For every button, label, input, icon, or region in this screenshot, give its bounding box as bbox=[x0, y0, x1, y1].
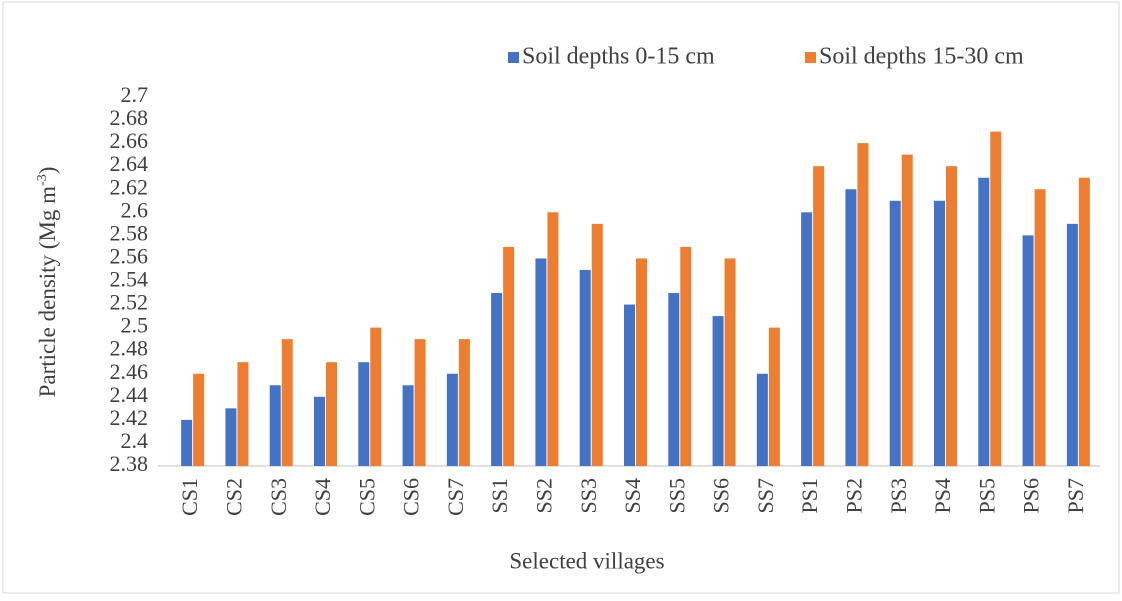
bar bbox=[281, 339, 293, 466]
bar bbox=[491, 293, 503, 466]
x-tick-label: PS4 bbox=[930, 478, 955, 513]
y-tick-label: 2.54 bbox=[110, 267, 149, 292]
bar bbox=[1034, 189, 1046, 466]
bar bbox=[801, 212, 813, 466]
bar bbox=[668, 293, 680, 466]
bar bbox=[402, 385, 414, 466]
x-tick-label: PS2 bbox=[841, 478, 866, 513]
y-axis-title: Particle density (Mg m-3) bbox=[35, 167, 61, 398]
x-tick-label: SS1 bbox=[487, 478, 512, 513]
bar bbox=[946, 166, 957, 466]
x-tick-label: SS3 bbox=[576, 478, 601, 513]
x-tick-label: CS4 bbox=[310, 478, 335, 516]
y-axis-title-end: ) bbox=[35, 167, 60, 175]
bar bbox=[768, 327, 780, 466]
y-tick-label: 2.46 bbox=[110, 359, 149, 384]
bar bbox=[624, 304, 635, 466]
x-tick-label: SS4 bbox=[620, 478, 645, 513]
bar bbox=[845, 189, 857, 466]
bar bbox=[636, 258, 647, 466]
x-tick-label: CS6 bbox=[399, 478, 424, 516]
bar bbox=[535, 258, 547, 466]
y-tick-label: 2.56 bbox=[110, 243, 149, 268]
x-tick-label: PS7 bbox=[1063, 478, 1088, 513]
x-tick-label: CS7 bbox=[443, 478, 468, 516]
bar bbox=[193, 373, 205, 466]
bar bbox=[901, 154, 913, 466]
bar bbox=[1022, 235, 1034, 466]
y-tick-label: 2.42 bbox=[110, 405, 149, 430]
legend-label: Soil depths 0-15 cm bbox=[522, 44, 715, 70]
bar bbox=[326, 362, 337, 466]
bar bbox=[978, 177, 990, 466]
bar bbox=[370, 327, 382, 466]
x-tick-label: CS1 bbox=[177, 478, 202, 516]
y-tick-label: 2.6 bbox=[121, 197, 149, 222]
y-tick-label: 2.44 bbox=[110, 382, 149, 407]
bar bbox=[990, 131, 1002, 466]
bar bbox=[237, 362, 249, 466]
y-tick-label: 2.4 bbox=[121, 428, 149, 453]
bar bbox=[712, 316, 724, 466]
bar bbox=[756, 373, 768, 466]
x-tick-label: CS3 bbox=[266, 478, 291, 516]
x-tick-label: SS5 bbox=[664, 478, 689, 513]
x-axis-title: Selected villages bbox=[509, 548, 664, 573]
x-tick-label: PS3 bbox=[886, 478, 911, 513]
bar bbox=[680, 246, 692, 466]
bar bbox=[446, 373, 458, 466]
legend-swatch bbox=[805, 52, 816, 63]
y-tick-label: 2.62 bbox=[110, 174, 149, 199]
bar bbox=[1078, 177, 1090, 466]
x-tick-label: PS1 bbox=[797, 478, 822, 513]
x-tick-label: CS2 bbox=[221, 478, 246, 516]
bar bbox=[579, 269, 591, 466]
y-tick-label: 2.66 bbox=[110, 128, 149, 153]
legend-swatch bbox=[508, 52, 519, 63]
bar bbox=[458, 339, 470, 466]
legend-label: Soil depths 15-30 cm bbox=[819, 44, 1024, 70]
y-axis-title-sup: -3 bbox=[35, 174, 50, 186]
y-tick-label: 2.68 bbox=[110, 105, 149, 130]
bar bbox=[358, 362, 370, 466]
bar bbox=[813, 166, 825, 466]
x-tick-label: SS6 bbox=[709, 478, 734, 513]
y-tick-label: 2.64 bbox=[110, 151, 149, 176]
bar bbox=[414, 339, 426, 466]
x-tick-label: PS6 bbox=[1019, 478, 1044, 513]
y-tick-label: 2.48 bbox=[110, 336, 149, 361]
y-tick-label: 2.58 bbox=[110, 220, 149, 245]
bar bbox=[225, 408, 237, 466]
y-tick-label: 2.7 bbox=[121, 82, 149, 107]
bar bbox=[269, 385, 281, 466]
y-axis-title-main: Particle density (Mg m bbox=[35, 186, 60, 398]
y-tick-label: 2.52 bbox=[110, 290, 149, 315]
bar bbox=[934, 200, 945, 466]
bar bbox=[314, 396, 325, 466]
x-tick-label: SS2 bbox=[531, 478, 556, 513]
bar bbox=[724, 258, 736, 466]
y-tick-label: 2.38 bbox=[110, 451, 149, 476]
bar bbox=[503, 246, 515, 466]
x-tick-label: PS5 bbox=[974, 478, 999, 513]
y-tick-label: 2.5 bbox=[121, 313, 149, 338]
x-tick-label: SS7 bbox=[753, 478, 778, 513]
bar bbox=[181, 419, 193, 466]
bar bbox=[547, 212, 559, 466]
bar bbox=[1066, 223, 1078, 466]
bar bbox=[591, 223, 603, 466]
x-tick-label: CS5 bbox=[354, 478, 379, 516]
bar bbox=[889, 200, 901, 466]
bar bbox=[857, 143, 869, 466]
